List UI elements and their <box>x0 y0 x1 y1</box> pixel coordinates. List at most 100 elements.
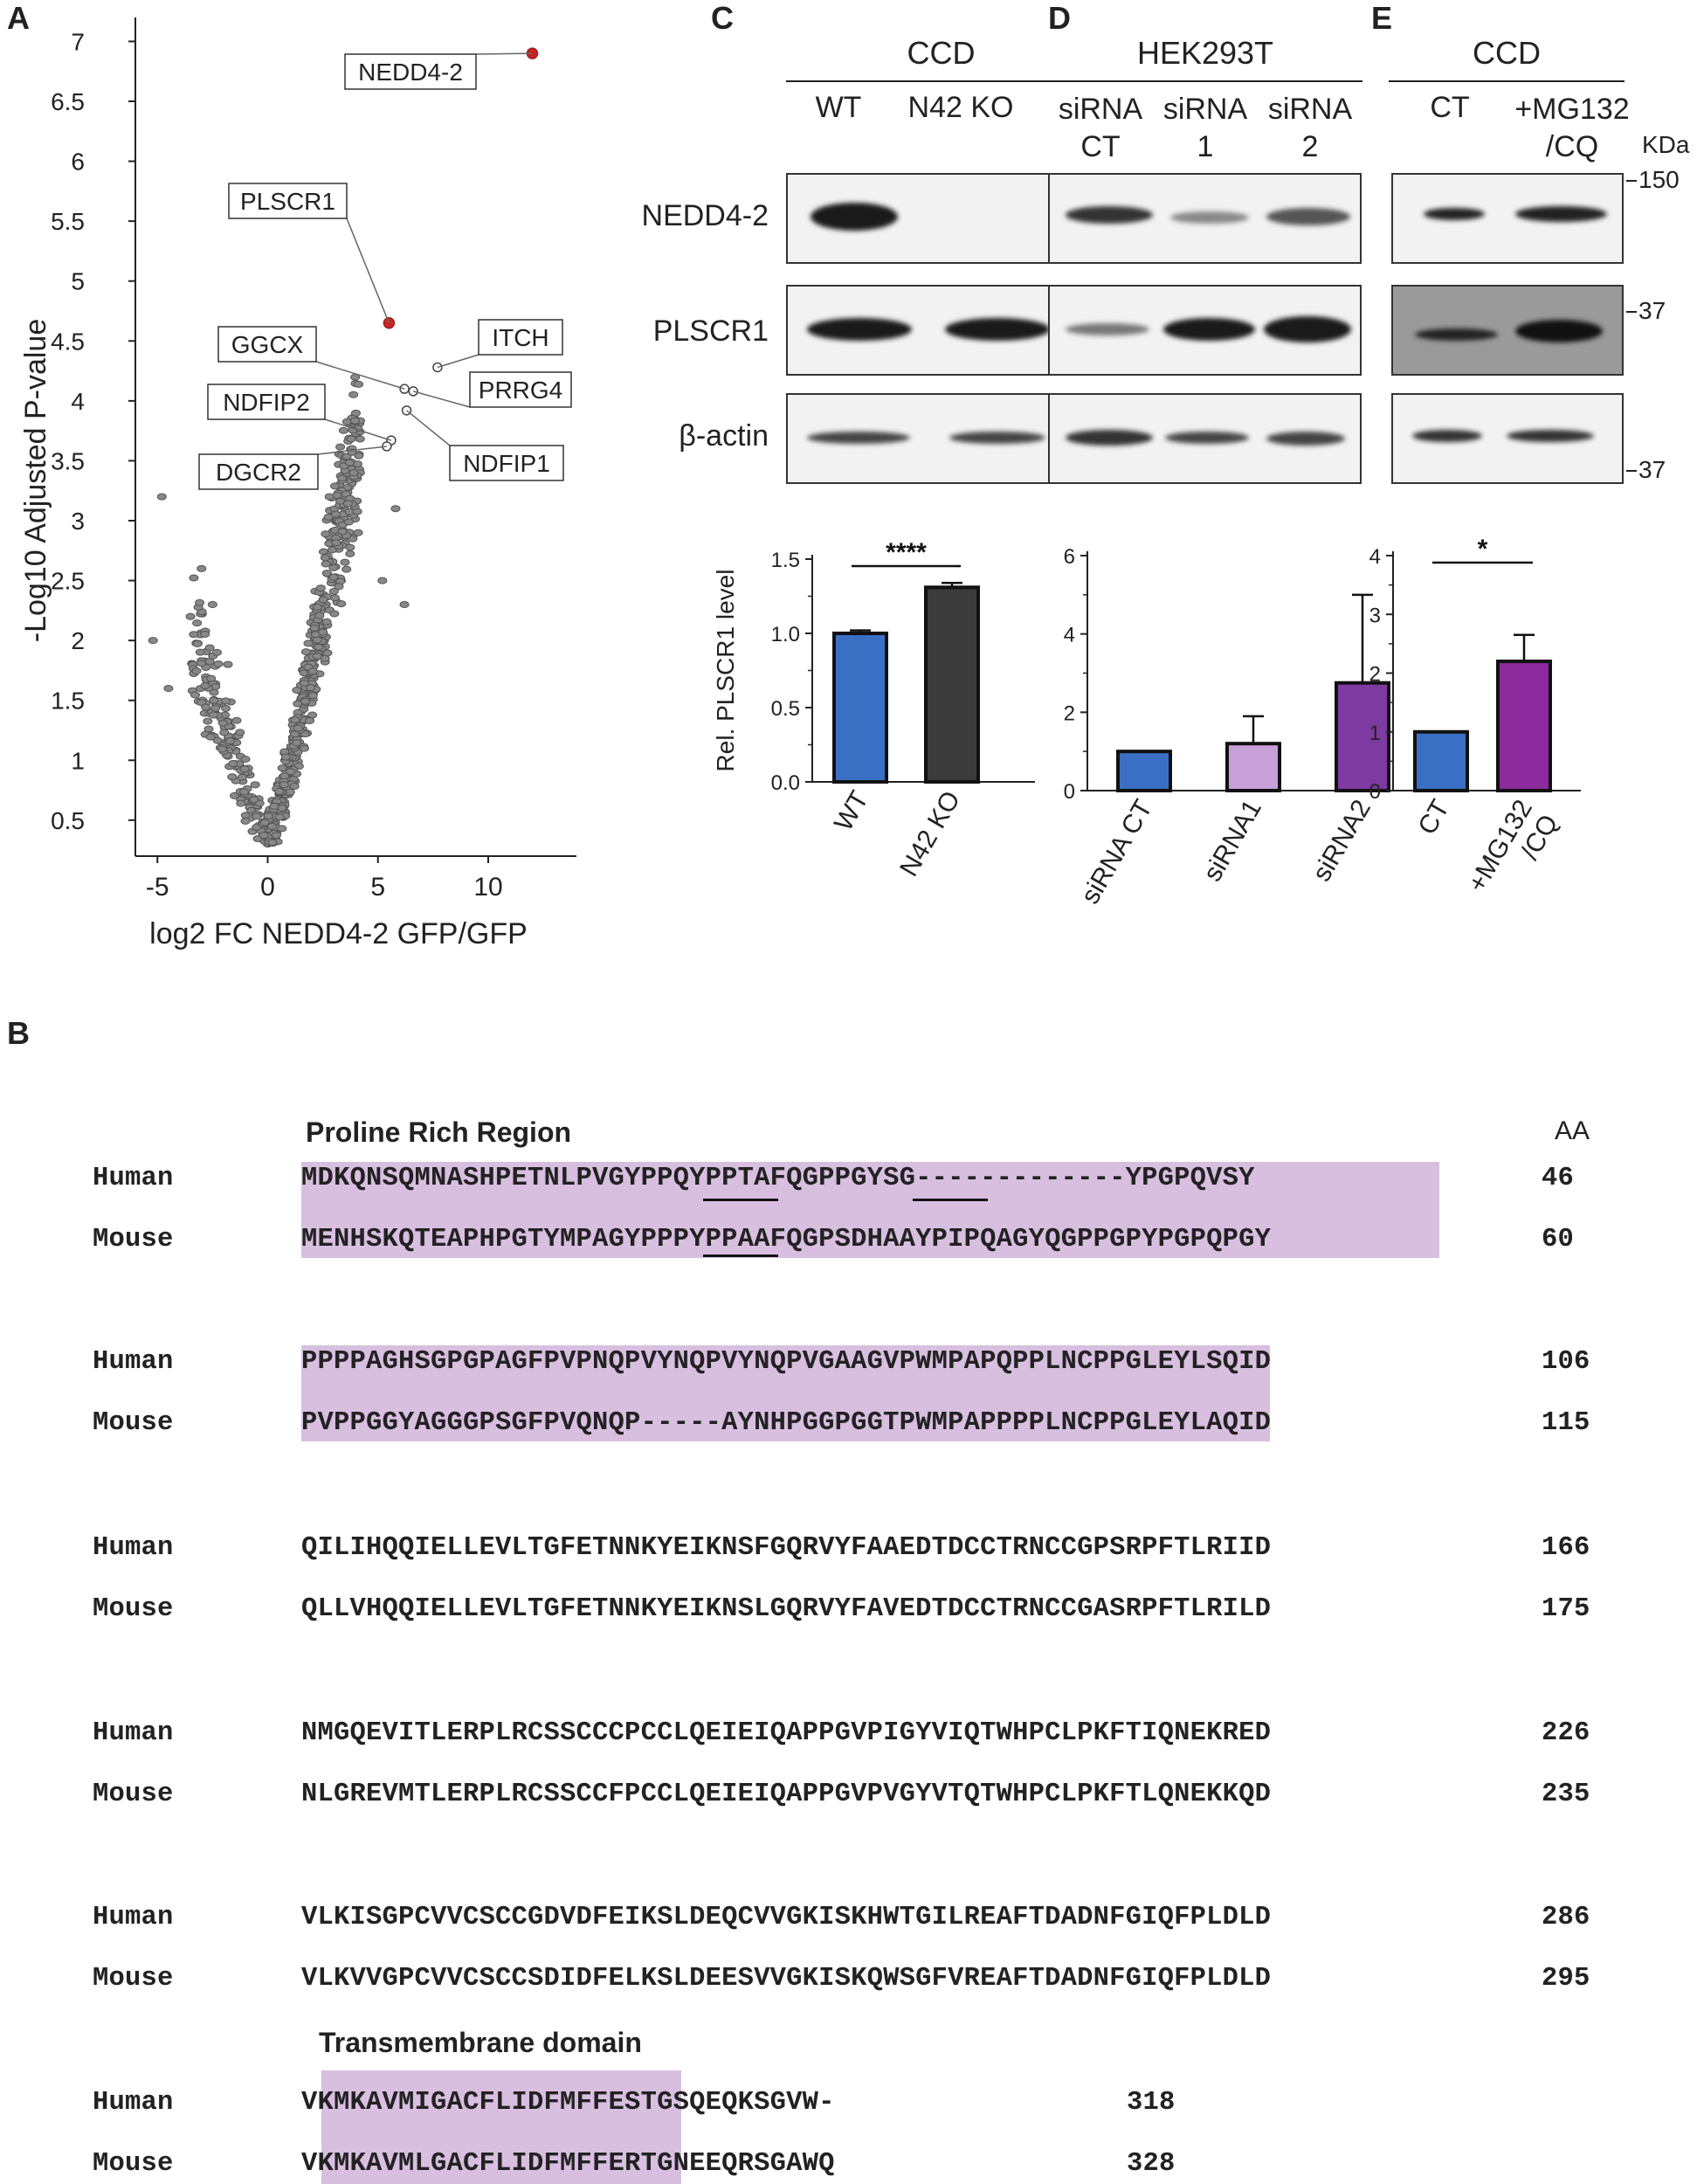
data-point <box>266 822 277 830</box>
proline-rich-highlight-2 <box>301 1345 1270 1441</box>
bar-y-tick-label: 4 <box>1064 624 1075 647</box>
data-point <box>191 667 202 675</box>
y-tick-label: 6 <box>71 149 85 176</box>
blot-c-beta-actin <box>786 393 1088 484</box>
data-point <box>274 813 285 821</box>
bar-category-label: +MG132/CQ <box>1463 795 1564 912</box>
data-point <box>269 802 279 810</box>
bar-y-axis-label: Rel. PLSCR1 level <box>712 570 739 772</box>
data-point <box>290 716 300 724</box>
data-point <box>340 558 350 566</box>
row-label-nedd4-2: NEDD4-2 <box>641 199 769 232</box>
panel-label-e: E <box>1371 0 1393 36</box>
proline-rich-highlight-1 <box>301 1162 1439 1258</box>
point-label: NEDD4-2 <box>358 59 463 86</box>
data-point <box>322 649 333 657</box>
data-point <box>307 692 318 700</box>
data-point <box>227 773 238 781</box>
data-point <box>163 685 174 692</box>
data-point <box>343 518 354 526</box>
y-tick-label: 3 <box>71 508 85 535</box>
species-label: Mouse <box>93 1594 174 1624</box>
blot-e-cell-line: CCD <box>1473 35 1541 71</box>
data-point <box>213 660 224 667</box>
point-label: GGCX <box>231 331 304 358</box>
x-tick-label: -5 <box>146 873 169 902</box>
data-point <box>228 760 238 768</box>
blot-c-nedd4-2 <box>786 173 1088 264</box>
blot-c-cell-line: CCD <box>907 35 976 71</box>
y-tick-label: 4 <box>71 388 85 415</box>
marker-37-b: 37 <box>1638 456 1666 483</box>
bar-y-tick-label: 1.5 <box>771 549 800 572</box>
data-point <box>236 799 246 807</box>
y-tick-label: 1 <box>71 747 85 774</box>
data-point <box>348 390 359 398</box>
blot-d-plscr1 <box>1048 285 1362 376</box>
label-box <box>449 445 564 481</box>
panel-label-b: B <box>7 1015 30 1051</box>
data-point <box>148 637 158 645</box>
data-point <box>240 756 251 764</box>
data-point <box>204 725 214 733</box>
blot-d-lane-1: siRNA 1 <box>1162 93 1248 163</box>
blot-c-plscr1 <box>786 285 1088 376</box>
transmembrane-label: Transmembrane domain <box>319 2027 642 2058</box>
bar <box>1116 750 1172 793</box>
y-axis-label: -Log10 Adjusted P-value <box>19 319 52 642</box>
proline-rich-label: Proline Rich Region <box>306 1116 572 1148</box>
data-point <box>219 729 230 736</box>
data-point <box>237 773 247 781</box>
data-point <box>312 604 322 612</box>
bar-category-line: CT <box>1412 795 1455 840</box>
sequence-line: VLKVVGPCVVCSCCSDIDFELKSLDEESVVGKISKQWSGF… <box>301 1964 1272 1994</box>
species-label: Mouse <box>93 2149 174 2179</box>
data-point <box>207 601 217 608</box>
data-point <box>203 717 213 725</box>
data-point <box>274 787 285 795</box>
data-point <box>277 764 287 772</box>
species-label: Human <box>93 2088 174 2118</box>
y-tick-label: 3.5 <box>51 447 85 474</box>
data-point <box>197 660 207 667</box>
bar <box>1413 729 1469 792</box>
bar-category-label: CT <box>1412 795 1455 840</box>
data-point <box>212 736 223 744</box>
data-point <box>189 631 199 639</box>
blot-d-cell-line: HEK293T <box>1136 35 1274 71</box>
data-point <box>267 839 278 847</box>
y-tick-label: 4.5 <box>51 328 85 355</box>
species-label: Mouse <box>93 1408 174 1438</box>
blot-e-lane-ct: CT <box>1430 91 1470 124</box>
sequence-line: NMGQEVITLERPLRCSSCCCPCCLQEIEIQAPPGVPIGYV… <box>301 1718 1272 1748</box>
species-label: Human <box>93 1903 174 1932</box>
data-point <box>211 648 222 656</box>
label-leader <box>324 418 392 441</box>
data-point <box>328 564 339 572</box>
label-box <box>344 53 477 90</box>
data-point <box>320 554 330 562</box>
data-point <box>250 781 260 789</box>
marker-tick-37-b <box>1626 470 1637 472</box>
y-tick-label: 2 <box>71 627 85 654</box>
x-tick-label: 5 <box>370 873 385 902</box>
volcano-plot: 0.5 1 1.5 2 2.5 3 3.5 4 4.5 5 5.5 6 6.5 7 -5 0 5 10 log2 F… <box>19 17 576 950</box>
data-point <box>224 737 235 745</box>
data-point <box>230 791 240 799</box>
data-point <box>321 618 332 625</box>
blot-c-lane-wt: WT <box>815 91 862 124</box>
sequence-line: PPPPAGHSGPGPAGFPVPNQPVYNQPVYNQPVGAAGVPWM… <box>301 1347 1272 1377</box>
data-point <box>271 832 281 840</box>
sequence-line: VKMKAVMLGACFLIDFMFFERTGNEEQRSGAWQ <box>301 2149 835 2179</box>
label-leader <box>406 410 451 446</box>
data-point <box>346 435 356 443</box>
blot-c-header-line <box>786 80 1096 82</box>
data-point <box>223 660 233 668</box>
point-label: DGCR2 <box>216 459 301 486</box>
marker-150: 150 <box>1638 166 1680 193</box>
data-point <box>328 587 339 595</box>
bar-y-tick-label: 6 <box>1064 545 1075 569</box>
data-point <box>289 783 300 791</box>
residue-count: 115 <box>1542 1408 1590 1438</box>
data-point <box>277 825 287 833</box>
